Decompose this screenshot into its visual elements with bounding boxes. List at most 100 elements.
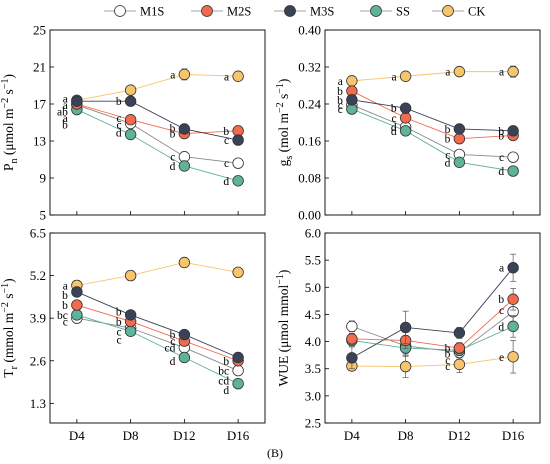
point-ss	[71, 309, 83, 321]
legend-label-ck: CK	[468, 5, 485, 19]
y-tick-label: 0.40	[298, 23, 321, 38]
significance-letter: a	[63, 280, 68, 292]
y-tick-label: 3.9	[30, 311, 46, 326]
series-line-m1s	[351, 104, 514, 158]
point-m3s	[124, 95, 137, 107]
series-m2s	[346, 288, 519, 354]
significance-letter: d	[445, 157, 451, 169]
series-line-m3s	[351, 267, 514, 359]
significance-letter: b	[62, 119, 68, 131]
significance-letter: d	[170, 161, 176, 173]
point-ck	[453, 65, 466, 78]
point-ck	[232, 70, 244, 82]
significance-letter: bc	[218, 366, 229, 378]
series-m3s	[71, 95, 244, 146]
series-line-ss	[76, 314, 239, 385]
point-m2s	[71, 299, 83, 311]
series-ss	[346, 103, 519, 177]
significance-letter: c	[445, 149, 450, 161]
significance-letter: c	[445, 355, 450, 367]
x-tick-label: D16	[502, 428, 525, 443]
x-tick-label: D8	[123, 428, 139, 443]
significance-letter: d	[391, 126, 397, 138]
series-line-m2s	[76, 103, 239, 135]
point-m2s	[346, 333, 358, 345]
significance-letter: b	[445, 349, 451, 361]
y-tick-label: 0.08	[298, 171, 321, 186]
point-m1s	[232, 364, 244, 377]
plot-frame	[324, 29, 541, 216]
plot-frame	[49, 232, 266, 424]
y-tick-label: 0.16	[298, 134, 321, 149]
series-m3s	[346, 94, 519, 137]
point-ss	[232, 175, 244, 187]
significance-letter: a	[392, 71, 397, 83]
significance-letter: d	[116, 128, 122, 140]
point-m1s	[232, 157, 244, 169]
significance-letter: a	[499, 67, 504, 79]
series-line-m2s	[351, 90, 514, 140]
series-line-ss	[351, 108, 514, 172]
point-ck	[346, 75, 358, 87]
y-tick-label: 21	[33, 60, 46, 75]
significance-letter: c	[445, 361, 450, 373]
series-ck	[71, 68, 244, 107]
point-ss	[507, 320, 519, 333]
y-tick-label: 0.00	[298, 208, 321, 223]
significance-letter: b	[116, 307, 122, 319]
significance-letter: c	[63, 316, 68, 328]
point-m3s	[507, 125, 519, 137]
point-m2s	[507, 293, 519, 305]
panel-tr: 1.3 2.6 3.9 5.2 6.5 D4 D8 D12 D16 Tr (mmol m−2 s−…	[0, 226, 266, 443]
y-tick-label: 5.2	[30, 268, 46, 283]
point-m2s	[453, 132, 466, 145]
series-ck	[346, 65, 519, 87]
series-line-m2s	[351, 298, 514, 349]
series-ck	[71, 256, 244, 292]
series-line-m3s	[76, 291, 239, 358]
point-ck	[453, 358, 466, 371]
point-ss	[232, 377, 244, 390]
significance-letter: b	[445, 124, 451, 136]
y-tick-label: 3.5	[305, 361, 321, 376]
significance-letter: e	[499, 352, 504, 364]
series-line-ck	[351, 356, 514, 367]
series-line-m1s	[351, 311, 514, 353]
y-tick-label: 9	[40, 171, 47, 186]
point-m3s	[346, 352, 358, 364]
point-m1s	[507, 151, 519, 163]
significance-letter: b	[498, 130, 504, 142]
point-ck	[507, 65, 519, 78]
significance-letter: bc	[57, 310, 68, 322]
significance-letter: b	[445, 343, 451, 355]
plot-frame	[324, 232, 541, 424]
point-ss	[399, 125, 412, 137]
series-line-m2s	[76, 304, 239, 362]
point-ss	[453, 156, 466, 168]
point-ss	[124, 325, 137, 337]
y-tick-label: 0.32	[298, 60, 321, 75]
significance-letter: a	[170, 69, 175, 81]
y-tick-label: 25	[33, 23, 46, 38]
significance-letter: b	[498, 126, 504, 138]
point-ck	[507, 351, 519, 363]
series-line-ss	[351, 325, 514, 351]
point-m3s	[71, 286, 83, 298]
significance-letter: c	[499, 152, 504, 164]
significance-letter: b	[62, 300, 68, 312]
y-tick-label: 5.0	[305, 280, 321, 295]
significance-letter: c	[117, 334, 122, 346]
significance-letter: d	[223, 385, 229, 397]
x-tick-label: D4	[69, 428, 85, 443]
point-m3s	[178, 328, 191, 341]
y-tick-label: 17	[33, 97, 47, 112]
significance-letter: a	[63, 100, 68, 112]
significance-letter: c	[338, 100, 343, 112]
series-ss	[71, 103, 244, 187]
point-m3s	[507, 262, 519, 274]
y-tick-label: 2.5	[305, 416, 321, 431]
significance-letter: a	[224, 71, 229, 83]
point-ss	[124, 128, 137, 141]
